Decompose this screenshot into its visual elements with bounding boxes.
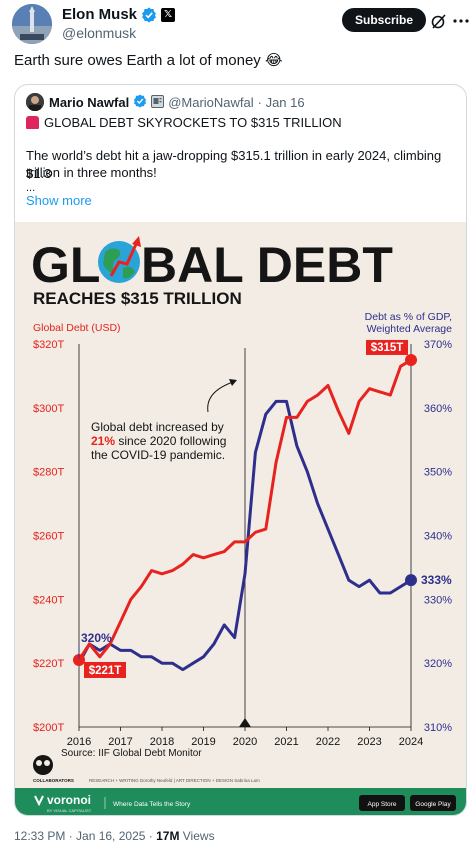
debt-start-label: $221T	[89, 665, 122, 677]
right-axis-title-line1: Debt as % of GDP,	[365, 311, 452, 323]
annotation-line3: the COVID-19 pandemic.	[91, 448, 225, 462]
credits-text: RESEARCH + WRITING Dorothy Neufeld | ART…	[89, 778, 260, 783]
views-count: 17M	[156, 829, 180, 843]
debt-start-label-bg	[84, 661, 126, 678]
tweet-timestamp[interactable]: 12:33 PM · Jan 16, 2025 ·	[14, 829, 157, 843]
annotation-line2-rest: since 2020 following	[115, 434, 226, 448]
y-left-tick-label: $320T	[33, 339, 64, 351]
y-left-tick-label: $240T	[33, 594, 64, 606]
verified-icon	[141, 7, 157, 23]
x-tick-label: 2023	[357, 736, 381, 748]
y-right-tick-label: 330%	[424, 594, 452, 606]
show-more-link[interactable]: Show more	[26, 193, 92, 208]
avatar-image	[12, 4, 52, 44]
debt-end-label-bg	[366, 339, 408, 355]
debt-end-label: $315T	[371, 342, 404, 354]
gdp-series-line	[77, 399, 412, 672]
quoted-headline: GLOBAL DEBT SKYROCKETS TO $315 TRILLION	[44, 115, 342, 130]
y-left-tick-label: $200T	[33, 722, 64, 734]
infographic-title-part1: GL	[31, 237, 100, 293]
debt-series-line	[77, 358, 412, 661]
x-tick-label: 2017	[108, 736, 132, 748]
x-tick-label: 2018	[150, 736, 174, 748]
y-left-tick-label: $260T	[33, 531, 64, 543]
covid-annotation: Global debt increased by 21% since 2020 …	[91, 379, 237, 462]
subscribe-button[interactable]: Subscribe	[342, 8, 426, 32]
quoted-avatar[interactable]	[26, 93, 44, 111]
debt-end-point	[405, 353, 417, 366]
voronoi-logo-icon	[34, 795, 44, 807]
y-right-tick-label: 320%	[424, 658, 452, 670]
x-tick-label: 2016	[67, 736, 91, 748]
annotation-arrow-head	[229, 379, 237, 386]
x-tick-label: 2019	[191, 736, 215, 748]
infographic-subtitle: REACHES $315 TRILLION	[33, 289, 242, 308]
grok-icon[interactable]	[430, 12, 448, 30]
annotation-line1: Global debt increased by	[91, 420, 224, 434]
event-marker-triangle	[239, 718, 251, 727]
y-left-tick-label: $300T	[33, 403, 64, 415]
collaborators-label: COLLABORATORS	[33, 778, 74, 783]
gdp-end-label: 333%	[421, 573, 452, 587]
gdp-start-label: 320%	[81, 631, 112, 645]
right-axis-title-line2: Weighted Average	[367, 323, 453, 335]
app-store-badge	[359, 795, 405, 811]
source-row: Source: IIF Global Debt Monitor COLLABOR…	[33, 748, 260, 783]
avatar[interactable]	[12, 4, 52, 44]
voronoi-footer: voronoi BY VISUAL CAPITALIST Where Data …	[15, 788, 466, 815]
source-logo-icon	[33, 755, 53, 775]
google-play-label: Google Play	[415, 801, 451, 808]
siren-icon	[26, 116, 39, 129]
x-tick-label: 2021	[274, 736, 298, 748]
annotation-percent: 21%	[91, 434, 115, 448]
global-debt-chart: GL BAL DEBT REACHES $315 TRILLION Global…	[31, 236, 453, 783]
x-tick-label: 2020	[233, 736, 257, 748]
source-text: Source: IIF Global Debt Monitor	[61, 748, 202, 759]
quoted-body-line-1: The world’s debt hit a jaw-dropping $315…	[26, 148, 442, 181]
annotation-arrow	[207, 381, 234, 413]
y-left-tick-label: $280T	[33, 467, 64, 479]
debt-start-point	[73, 653, 85, 666]
author-handle[interactable]: @elonmusk	[62, 25, 137, 41]
verified-icon	[133, 94, 147, 111]
quoted-author-handle[interactable]: @MarioNawfal	[168, 95, 254, 110]
y-right-tick-label: 340%	[424, 531, 452, 543]
quoted-ellipsis: ...	[26, 182, 36, 194]
y-right-tick-label: 370%	[424, 339, 452, 351]
globe-icon	[98, 236, 141, 283]
author-name[interactable]: Elon Musk	[62, 6, 138, 23]
quoted-author-name[interactable]: Mario Nawfal	[49, 95, 130, 110]
y-right-tick-label: 360%	[424, 403, 452, 415]
annotation-line2: 21% since 2020 following	[91, 434, 226, 448]
tweet-text: Earth sure owes Earth a lot of money 😂	[14, 52, 283, 69]
left-axis-title: Global Debt (USD)	[33, 322, 121, 334]
quoted-date[interactable]: · Jan 16	[257, 95, 305, 110]
tweet-header: Elon Musk 𝕏 @elonmusk Subscribe	[0, 0, 475, 48]
brand-sub: BY VISUAL CAPITALIST	[47, 808, 92, 813]
infographic-image[interactable]: GL BAL DEBT REACHES $315 TRILLION Global…	[15, 222, 466, 815]
y-right-tick-label: 310%	[424, 722, 452, 734]
brand-tagline: Where Data Tells the Story	[113, 801, 191, 808]
app-store-label: App Store	[368, 801, 397, 808]
y-left-tick-label: $220T	[33, 658, 64, 670]
google-play-badge	[410, 795, 456, 811]
quoted-body-line-2: trillion in three months!	[26, 165, 157, 180]
x-affiliate-icon: 𝕏	[161, 7, 176, 22]
brand-name: voronoi	[47, 793, 91, 807]
x-tick-label: 2024	[399, 736, 423, 748]
id-badge-icon	[151, 94, 165, 111]
x-tick-label: 2022	[316, 736, 340, 748]
views-label: Views	[179, 829, 215, 843]
more-options-icon[interactable]	[452, 12, 470, 30]
gdp-end-point	[405, 574, 417, 587]
infographic-title-part2: BAL DEBT	[141, 237, 393, 293]
tweet-meta: 12:33 PM · Jan 16, 2025 · 17M Views	[14, 829, 215, 843]
quoted-tweet[interactable]: Mario Nawfal @MarioNawfal · Jan 16 GLOBA…	[14, 84, 467, 816]
y-right-tick-label: 350%	[424, 467, 452, 479]
quoted-headline-row: GLOBAL DEBT SKYROCKETS TO $315 TRILLION	[26, 114, 458, 132]
